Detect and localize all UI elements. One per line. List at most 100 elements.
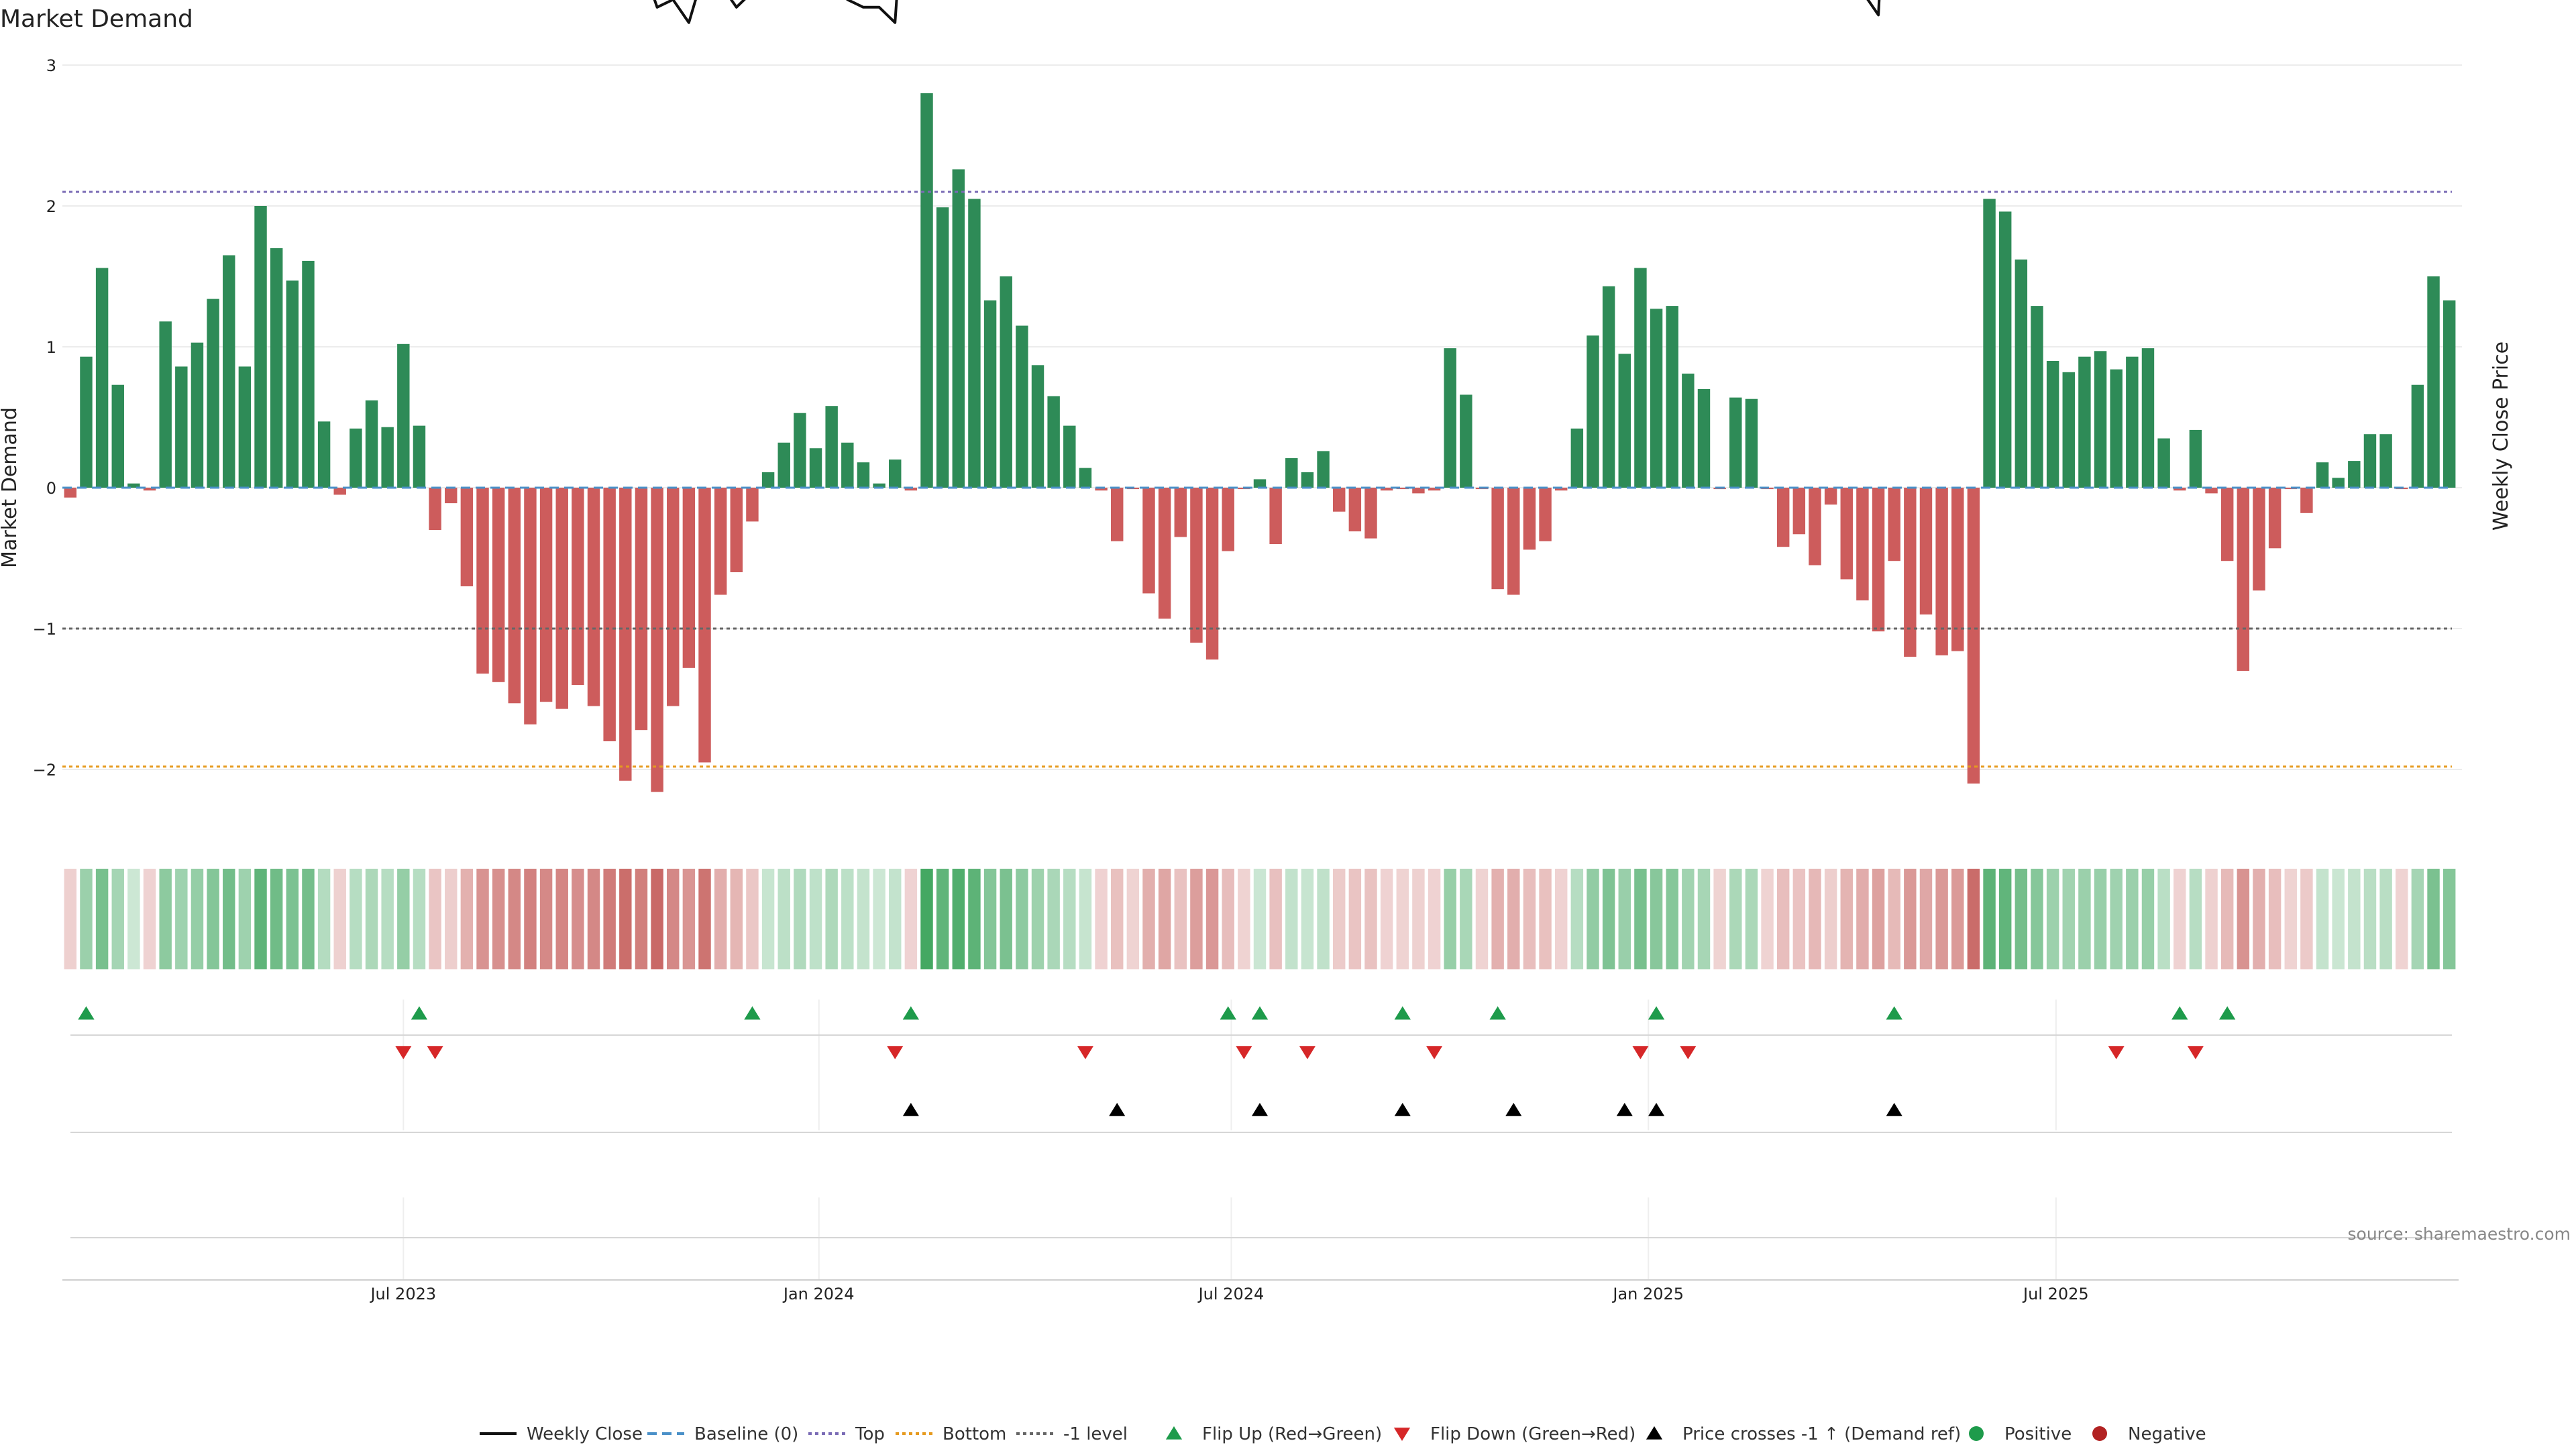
heatmap-cell bbox=[238, 869, 252, 969]
demand-bar bbox=[1840, 488, 1853, 580]
demand-bar bbox=[2094, 351, 2107, 488]
demand-bar bbox=[2062, 372, 2075, 488]
heatmap-cell bbox=[794, 869, 806, 969]
demand-bar bbox=[2220, 488, 2234, 561]
flip-up-marker bbox=[2171, 1006, 2188, 1020]
heatmap-cell bbox=[2411, 869, 2424, 969]
demand-bar bbox=[286, 280, 299, 488]
demand-bar bbox=[2332, 478, 2345, 488]
demand-bar bbox=[1776, 488, 1790, 547]
source-note: source: sharemaestro.com bbox=[2348, 1224, 2571, 1244]
heatmap-cell bbox=[413, 869, 426, 969]
heatmap-cell bbox=[223, 869, 235, 969]
demand-bar bbox=[1444, 348, 1456, 488]
heatmap-cell bbox=[2316, 869, 2329, 969]
heatmap-cell bbox=[777, 869, 790, 969]
heatmap-cell bbox=[603, 869, 616, 969]
y-axis-label: Market Demand bbox=[0, 407, 21, 568]
flip-down-marker bbox=[1426, 1046, 1443, 1059]
demand-bar bbox=[2284, 488, 2297, 490]
heatmap-cell bbox=[1110, 869, 1124, 969]
heatmap-cell bbox=[1031, 869, 1044, 969]
demand-bar bbox=[1697, 389, 1711, 488]
heatmap-cell bbox=[1904, 869, 1917, 969]
demand-bar bbox=[2157, 438, 2170, 488]
heatmap-cell bbox=[2300, 869, 2313, 969]
heatmap-cell bbox=[191, 869, 204, 969]
heatmap-cell bbox=[1095, 869, 1108, 969]
heatmap-cell bbox=[1697, 869, 1711, 969]
demand-bar bbox=[904, 488, 918, 491]
demand-bar bbox=[1554, 488, 1568, 491]
heatmap-cell bbox=[1491, 869, 1504, 969]
heatmap-cell bbox=[1713, 869, 1726, 969]
reference-lines bbox=[62, 191, 2452, 768]
heatmap-cell bbox=[1238, 869, 1250, 969]
heatmap-cell bbox=[1190, 869, 1203, 969]
heatmap-cell bbox=[1776, 869, 1790, 969]
demand-bar bbox=[857, 462, 870, 488]
demand-bar bbox=[698, 488, 711, 763]
demand-bar bbox=[651, 488, 663, 792]
x-tick-label: Jul 2023 bbox=[369, 1285, 436, 1303]
heatmap-cell bbox=[1840, 869, 1853, 969]
x-tick-label: Jul 2025 bbox=[2022, 1285, 2089, 1303]
demand-bar bbox=[794, 413, 806, 488]
heatmap-cell bbox=[936, 869, 949, 969]
heatmap-cell bbox=[904, 869, 918, 969]
demand-bar bbox=[587, 488, 600, 706]
heatmap-cell bbox=[1967, 869, 1980, 969]
heatmap-cell bbox=[286, 869, 299, 969]
demand-bar bbox=[1158, 488, 1171, 619]
heatmap-cell bbox=[1142, 869, 1155, 969]
demand-bar bbox=[1856, 488, 1869, 600]
heatmap-cell bbox=[1174, 869, 1187, 969]
flip-up-marker bbox=[411, 1006, 428, 1020]
heatmap-cell bbox=[698, 869, 711, 969]
heatmap-cell bbox=[445, 869, 458, 969]
demand-bar bbox=[2268, 488, 2282, 549]
y-tick-label: 2 bbox=[46, 197, 56, 216]
demand-bar bbox=[1269, 488, 1282, 544]
price-cross-marker bbox=[1251, 1103, 1269, 1116]
heatmap-cell bbox=[333, 869, 346, 969]
demand-bar bbox=[1507, 488, 1520, 595]
heatmap-cell bbox=[1745, 869, 1758, 969]
heatmap-cell bbox=[1682, 869, 1695, 969]
demand-bar bbox=[302, 260, 315, 488]
flip-up-marker bbox=[1394, 1006, 1411, 1020]
heatmap-cell bbox=[302, 869, 315, 969]
heatmap-cell bbox=[1396, 869, 1409, 969]
demand-bar bbox=[1301, 472, 1314, 488]
demand-bar bbox=[1729, 397, 1742, 488]
demand-bar bbox=[730, 488, 743, 572]
heatmap-cell bbox=[2348, 869, 2361, 969]
heatmap-cell bbox=[555, 869, 568, 969]
heatmap-cell bbox=[1761, 869, 1774, 969]
heatmap-cell bbox=[207, 869, 219, 969]
demand-bar bbox=[1079, 468, 1092, 488]
demand-bar bbox=[2126, 356, 2139, 488]
heatmap-cell bbox=[270, 869, 283, 969]
legend-label: Baseline (0) bbox=[694, 1424, 798, 1444]
demand-bar bbox=[936, 207, 949, 488]
heatmap-cell bbox=[587, 869, 600, 969]
flip-up-marker bbox=[744, 1006, 761, 1020]
weekly-close-line bbox=[653, 0, 1881, 24]
demand-bar bbox=[1428, 488, 1441, 491]
heatmap-cell bbox=[857, 869, 870, 969]
heatmap-cell bbox=[539, 869, 553, 969]
heatmap-cell bbox=[889, 869, 902, 969]
heatmap-cell bbox=[1824, 869, 1837, 969]
y-tick-label: −2 bbox=[33, 761, 56, 780]
demand-bar bbox=[1348, 488, 1362, 532]
heatmap-cell bbox=[682, 869, 696, 969]
heatmap-cell bbox=[1998, 869, 2012, 969]
demand-bar bbox=[2237, 488, 2250, 671]
demand-bar bbox=[1824, 488, 1837, 505]
heatmap-cell bbox=[508, 869, 521, 969]
demand-bar bbox=[1047, 396, 1060, 488]
heatmap-cell bbox=[1539, 869, 1552, 969]
heatmap-cell bbox=[1935, 869, 1948, 969]
